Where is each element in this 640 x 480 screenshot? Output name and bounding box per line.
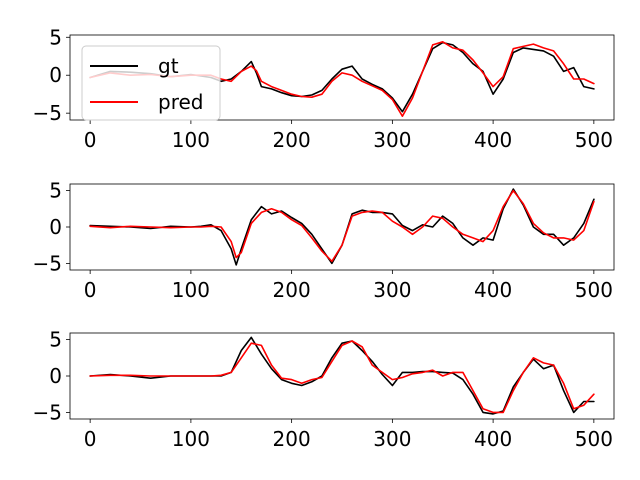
x-tick-label: 100 [172,278,210,302]
x-tick-label: 100 [172,427,210,451]
x-tick-label: 200 [273,128,311,152]
axes-frame [69,34,615,121]
x-tick-label: 0 [84,128,97,152]
x-tick-label: 400 [474,427,512,451]
y-tick-label: −5 [33,101,62,125]
series-line-pred [89,40,595,117]
y-tick-label: 5 [49,328,62,352]
x-tick-label: 0 [84,278,97,302]
y-tick-label: 0 [49,215,62,239]
x-tick-label: 500 [575,278,613,302]
legend-label-pred: pred [158,90,203,114]
y-tick-label: 0 [49,364,62,388]
x-tick-label: 400 [474,128,512,152]
x-tick-label: 200 [273,278,311,302]
x-tick-label: 400 [474,278,512,302]
y-tick-label: 5 [49,179,62,203]
x-tick-label: 300 [373,278,411,302]
x-tick-label: 500 [575,128,613,152]
legend-label-gt: gt [158,54,179,78]
legend: gt pred [81,45,221,121]
subplot-3: 0 100 200 300 400 500 −5 0 5 [33,328,615,451]
series-line-pred [89,340,595,414]
x-tick-label: 500 [575,427,613,451]
y-tick-label: −5 [33,400,62,424]
y-tick-label: 0 [49,63,62,87]
x-tick-label: 0 [84,427,97,451]
series-line-pred [89,189,595,263]
x-tick-label: 200 [273,427,311,451]
y-tick-label: −5 [33,251,62,275]
x-tick-label: 300 [373,128,411,152]
x-tick-label: 300 [373,427,411,451]
subplot-2: 0 100 200 300 400 500 −5 0 5 [33,179,615,302]
y-tick-label: 5 [49,25,62,49]
x-tick-label: 100 [172,128,210,152]
subplot-1: 0 100 200 300 400 500 −5 0 5 gt pred [33,25,615,152]
